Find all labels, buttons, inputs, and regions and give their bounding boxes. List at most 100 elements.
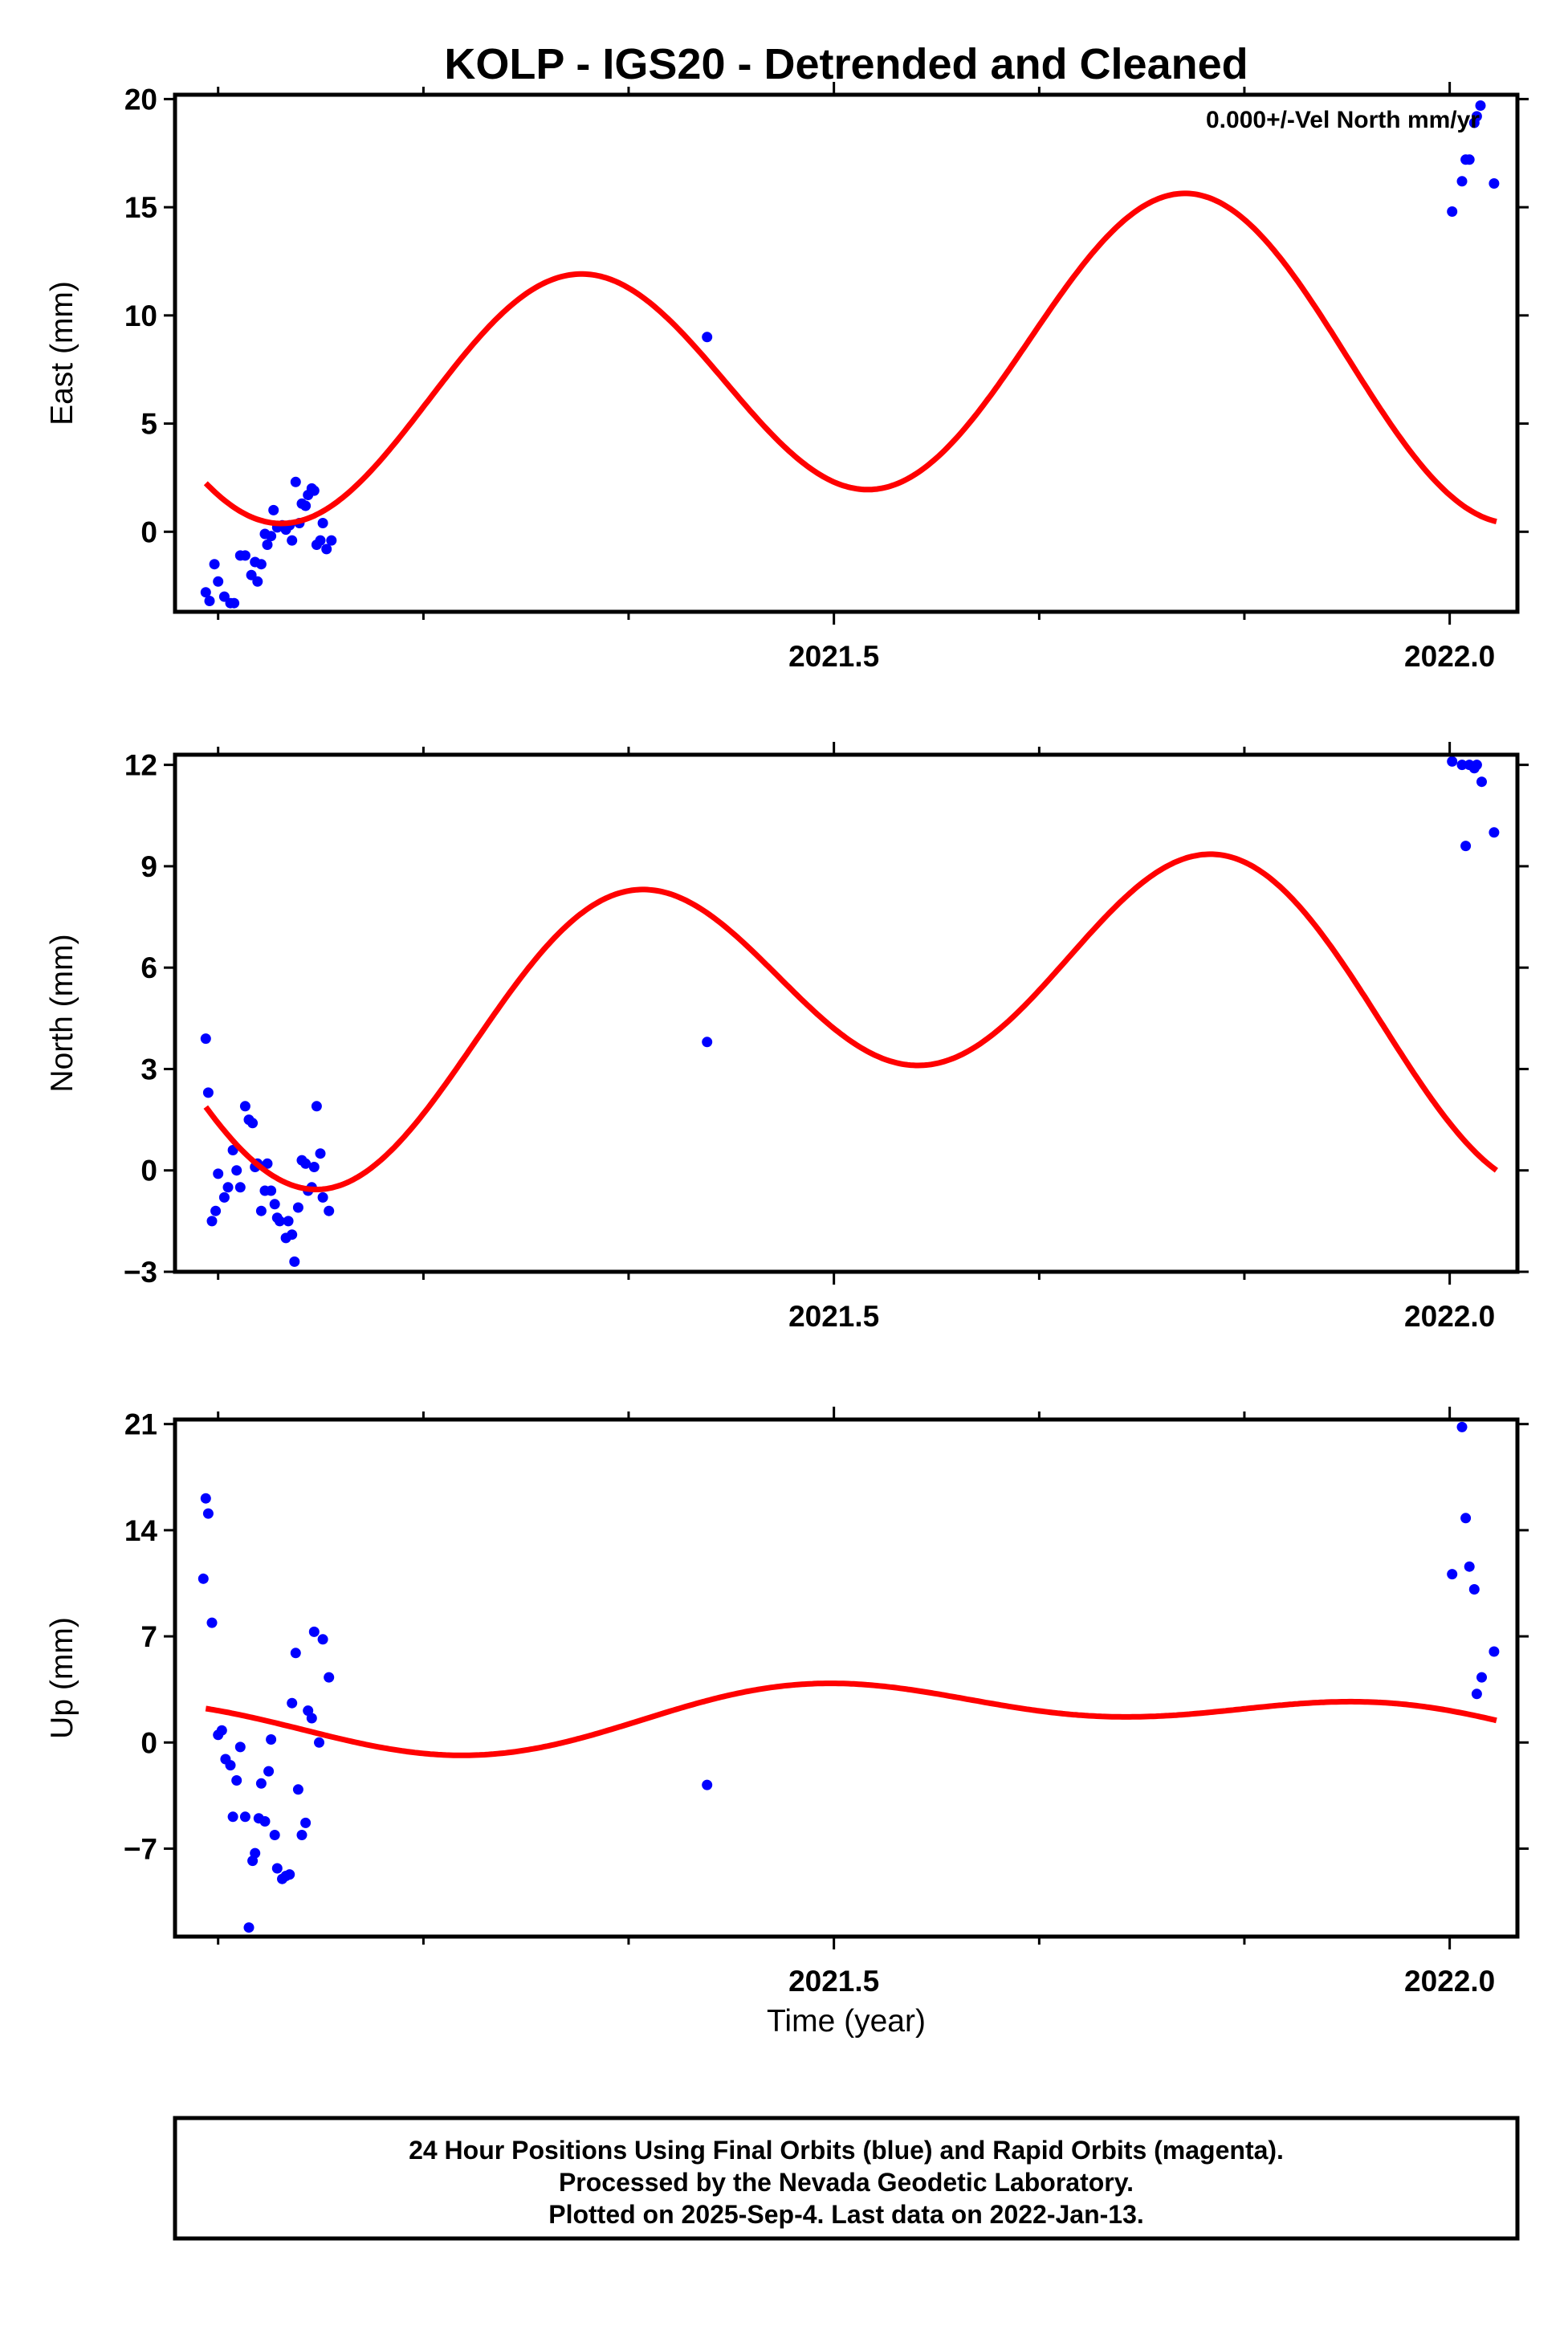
up-x-tick-label: 2021.5 [788,1965,879,1998]
north-data-point [1460,841,1472,852]
north-data-point [1447,756,1458,767]
east-y-tick-label: 15 [124,191,157,224]
up-data-point [300,1817,312,1828]
north-y-tick-label: 12 [124,749,157,782]
footer-box [173,2116,1520,2241]
north-data-point [1456,760,1468,771]
east-x-tick-label: 2021.5 [788,640,879,673]
north-panel: −3 0 3 6 9 12 2021.5 2022.0 North (mm) [45,742,1529,1333]
north-y-axis-label: North (mm) [45,934,79,1092]
up-data-point [1489,1646,1500,1657]
north-data-point [200,1033,211,1045]
east-data-point [252,576,263,587]
up-data-point [234,1741,246,1753]
up-data-point [1476,1672,1487,1683]
up-data-point [317,1634,328,1645]
footer-line-2: Processed by the Nevada Geodetic Laborat… [559,2168,1134,2197]
up-data-point [1468,1584,1480,1595]
up-data-point [216,1725,227,1736]
east-plot-frame [173,92,1520,614]
east-data-point [266,531,277,542]
footer-line-1: 24 Hour Positions Using Final Orbits (bl… [409,2136,1284,2165]
east-data-point [308,485,320,496]
east-data-point [204,596,215,606]
x-axis-label: Time (year) [767,2004,926,2039]
north-data-point [1471,760,1482,771]
east-data-point [300,500,312,511]
north-data-point [231,1165,242,1176]
up-data-point [269,1830,280,1840]
east-data-point [702,332,713,343]
up-data-point [263,1766,275,1777]
north-data-point [234,1182,246,1193]
north-data-point [274,1216,285,1227]
east-x-tick-label: 2022.0 [1404,640,1495,673]
up-y-tick-label: 14 [124,1514,158,1547]
north-data-point [213,1168,224,1179]
up-data-point [266,1734,277,1745]
north-data-point [218,1191,230,1203]
east-data-point [200,587,211,598]
up-y-tick-label: 7 [141,1620,157,1653]
east-data-point [287,535,298,546]
east-panel: 0 5 10 15 20 2021.5 2022.0 East (mm) [45,82,1529,673]
east-data-point [315,535,326,546]
north-data-point [262,1158,273,1169]
east-data-point [290,476,301,487]
up-data-point [243,1922,255,1933]
north-y-tick-label: 6 [141,951,157,984]
north-plot-frame [173,752,1520,1274]
east-y-tick-label: 5 [141,408,157,441]
north-data-point [308,1162,320,1172]
up-data-point [306,1713,317,1724]
east-data-point [213,576,224,587]
up-data-point [287,1697,298,1709]
up-y-axis-label: Up (mm) [45,1617,79,1739]
east-y-tick-label: 0 [141,515,157,548]
up-data-point [227,1811,238,1823]
east-data-point [218,591,230,602]
north-y-tick-label: −3 [124,1256,157,1289]
up-panel: −7 0 7 14 21 2021.5 2022.0 Up (mm) [45,1407,1529,1998]
up-data-point [198,1573,209,1584]
up-data-point [702,1779,713,1790]
up-fit-line [205,1680,1497,1758]
chart-title: KOLP - IGS20 - Detrended and Cleaned [444,40,1248,88]
east-fit-line [203,190,1497,527]
east-data-point [317,518,328,528]
up-x-tick-label: 2022.0 [1404,1965,1495,1998]
north-data-point [289,1256,300,1267]
up-data-point [290,1648,301,1659]
east-data-point [1464,154,1475,165]
north-data-point [287,1229,298,1240]
east-data-point [1471,111,1482,122]
up-data-point [324,1672,335,1683]
east-data-point [268,504,279,515]
north-data-point [266,1185,277,1196]
up-data-point [1471,1688,1482,1700]
east-data-point [1475,100,1486,111]
up-data-point [314,1737,324,1748]
up-data-point [296,1830,307,1840]
north-y-tick-label: 9 [141,850,157,883]
north-data-point [222,1182,234,1193]
up-data-point [1456,1421,1468,1432]
east-data-point [321,544,332,555]
up-data-point [250,1847,261,1859]
north-data-point [206,1216,218,1227]
up-data-point [239,1811,250,1823]
north-data-point [315,1148,326,1159]
north-data-point [324,1205,335,1216]
north-fit-line [203,851,1499,1192]
up-data-point [1460,1513,1472,1524]
up-data-point [200,1493,211,1504]
east-y-tick-label: 20 [124,83,157,116]
up-data-point [292,1784,303,1795]
north-data-point [247,1118,259,1129]
up-data-point [1464,1561,1475,1572]
east-y-tick-label: 10 [124,299,157,332]
north-data-point [283,1216,294,1227]
east-data-point [239,550,250,561]
north-data-point [311,1101,322,1112]
up-y-tick-label: 21 [124,1408,157,1441]
